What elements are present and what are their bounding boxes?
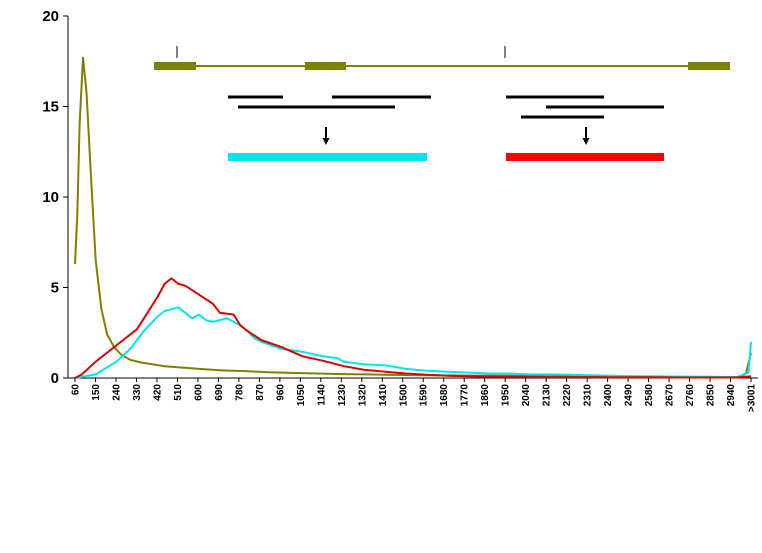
y-tick-label: 0 (51, 370, 59, 387)
exon-block (154, 62, 196, 70)
x-tick-label: 960 (275, 384, 286, 401)
x-tick-label: 2310 (583, 384, 594, 407)
x-tick-label: 2850 (706, 384, 717, 407)
series-lines (74, 56, 752, 379)
series-line-3 (74, 277, 752, 379)
arrow-head (322, 138, 330, 145)
x-tick-label: 2670 (665, 384, 676, 407)
y-tick-label: 5 (51, 280, 59, 297)
cyan-product-bar (228, 153, 427, 161)
x-tick-label: 1950 (501, 384, 512, 407)
chart-axes (67, 16, 758, 379)
x-tick-label: 2130 (542, 384, 553, 407)
x-tick-label: 2220 (562, 384, 573, 407)
x-tick-label: 2580 (644, 384, 655, 407)
x-tick-label: 2400 (603, 384, 614, 407)
y-tick-label: 10 (42, 189, 59, 206)
x-tick-label: 1590 (419, 384, 430, 407)
series-line-2 (74, 306, 752, 379)
gene-structure-diagram (154, 46, 730, 161)
y-tick-labels: 0 5 10 15 20 (42, 8, 68, 387)
x-tick-label: 1770 (460, 384, 471, 407)
x-tick-label: 240 (111, 384, 122, 401)
y-tick-label: 15 (42, 99, 59, 116)
x-tick-label: 2940 (726, 384, 737, 407)
exon-block (305, 62, 346, 70)
x-tick-label: 1230 (337, 384, 348, 407)
x-tick-label: 1140 (316, 384, 327, 406)
y-tick-label: 20 (42, 8, 59, 25)
red-product-bar (506, 153, 664, 161)
x-tick-label: 420 (152, 384, 163, 401)
x-tick-label: 780 (234, 384, 245, 401)
x-tick-label: >3001 (747, 384, 758, 413)
x-tick-label: 600 (193, 384, 204, 401)
x-tick-label: 1680 (439, 384, 450, 407)
x-tick-label: 2760 (685, 384, 696, 407)
x-tick-label: 510 (173, 384, 184, 401)
exon-block (688, 62, 730, 70)
x-tick-label: 870 (255, 384, 266, 401)
x-tick-label: 1320 (357, 384, 368, 407)
x-tick-label: 1500 (398, 384, 409, 407)
x-tick-labels: 60 150 240 330 420 510 600 690 780 870 960 1050 1140… (71, 378, 758, 412)
x-tick-label: 2040 (521, 384, 532, 407)
arrow-head (582, 138, 590, 145)
x-tick-label: 690 (214, 384, 225, 401)
x-tick-label: 1860 (480, 384, 491, 407)
x-tick-label: 1050 (296, 384, 307, 407)
x-tick-label: 150 (91, 384, 102, 401)
x-tick-label: 1410 (378, 384, 389, 407)
x-tick-label: 2490 (624, 384, 635, 407)
x-tick-label: 330 (132, 384, 143, 401)
x-tick-label: 60 (71, 384, 82, 396)
